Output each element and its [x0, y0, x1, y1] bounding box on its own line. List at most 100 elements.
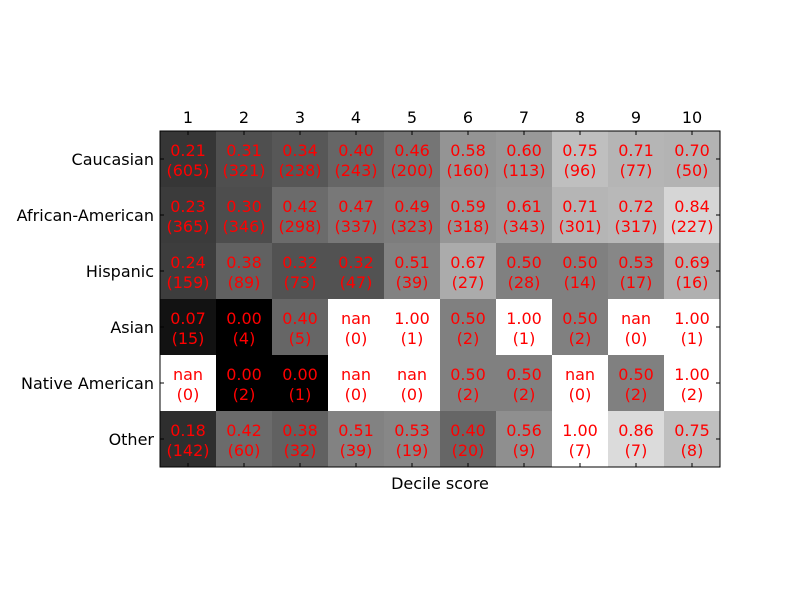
- heatmap-cell: [272, 243, 328, 299]
- heatmap-cell: [160, 187, 216, 243]
- cell-count-label: (365): [166, 217, 209, 236]
- cell-count-label: (0): [569, 385, 592, 404]
- x-tick-label: 7: [519, 108, 529, 127]
- cell-count-label: (9): [513, 441, 536, 460]
- heatmap-cell: [216, 299, 272, 355]
- heatmap-cell: [216, 187, 272, 243]
- heatmap-cell: [440, 131, 496, 187]
- cell-value-label: 0.40: [282, 309, 318, 328]
- cell-count-label: (89): [228, 273, 261, 292]
- heatmap-cell: [664, 299, 720, 355]
- cell-value-label: 0.86: [618, 421, 654, 440]
- heatmap-cell: [216, 411, 272, 467]
- heatmap-cell: [384, 131, 440, 187]
- cell-count-label: (17): [620, 273, 653, 292]
- cell-count-label: (343): [502, 217, 545, 236]
- x-tick-label: 8: [575, 108, 585, 127]
- x-tick-label: 10: [682, 108, 702, 127]
- cell-count-label: (27): [452, 273, 485, 292]
- cell-count-label: (1): [513, 329, 536, 348]
- cell-value-label: nan: [341, 365, 371, 384]
- cell-value-label: 0.24: [170, 253, 206, 272]
- cell-count-label: (1): [681, 329, 704, 348]
- heatmap-cell: [552, 131, 608, 187]
- cell-value-label: 0.56: [506, 421, 542, 440]
- cell-value-label: 0.42: [282, 197, 318, 216]
- x-tick-label: 4: [351, 108, 361, 127]
- heatmap-cell: [328, 187, 384, 243]
- x-tick-label: 5: [407, 108, 417, 127]
- heatmap-cell: [440, 299, 496, 355]
- heatmap-cell: [440, 243, 496, 299]
- heatmap-cell: [664, 131, 720, 187]
- cell-value-label: 0.38: [282, 421, 318, 440]
- heatmap-cell: [496, 187, 552, 243]
- cell-value-label: 0.50: [618, 365, 654, 384]
- cell-value-label: 0.34: [282, 141, 318, 160]
- heatmap-cell: [664, 243, 720, 299]
- cell-value-label: 0.42: [226, 421, 262, 440]
- cell-count-label: (96): [564, 161, 597, 180]
- cell-value-label: 0.47: [338, 197, 374, 216]
- cell-count-label: (50): [676, 161, 709, 180]
- heatmap-cell: [496, 243, 552, 299]
- cell-value-label: 0.71: [562, 197, 598, 216]
- cell-count-label: (238): [278, 161, 321, 180]
- heatmap-cell: [552, 411, 608, 467]
- cell-count-label: (4): [233, 329, 256, 348]
- cell-value-label: 0.40: [338, 141, 374, 160]
- cell-value-label: 0.49: [394, 197, 430, 216]
- heatmap-cell: [328, 355, 384, 411]
- cell-value-label: 0.00: [282, 365, 318, 384]
- heatmap-cell: [664, 187, 720, 243]
- cell-value-label: 0.53: [394, 421, 430, 440]
- heatmap-cell: [160, 299, 216, 355]
- heatmap-cells: [160, 131, 720, 467]
- cell-value-label: nan: [341, 309, 371, 328]
- cell-value-label: 1.00: [674, 365, 710, 384]
- cell-count-label: (60): [228, 441, 261, 460]
- cell-count-label: (15): [172, 329, 205, 348]
- cell-count-label: (321): [222, 161, 265, 180]
- cell-value-label: 0.31: [226, 141, 262, 160]
- x-tick-label: 2: [239, 108, 249, 127]
- heatmap-cell: [496, 299, 552, 355]
- cell-count-label: (7): [625, 441, 648, 460]
- cell-count-label: (39): [396, 273, 429, 292]
- cell-count-label: (2): [625, 385, 648, 404]
- heatmap-cell: [216, 131, 272, 187]
- cell-value-label: 0.51: [394, 253, 430, 272]
- cell-value-label: 1.00: [674, 309, 710, 328]
- cell-value-label: 0.50: [506, 365, 542, 384]
- x-tick-label: 9: [631, 108, 641, 127]
- heatmap-cell: [608, 299, 664, 355]
- heatmap-cell: [552, 355, 608, 411]
- cell-value-label: nan: [173, 365, 203, 384]
- heatmap-cell: [160, 243, 216, 299]
- heatmap-cell: [160, 355, 216, 411]
- cell-value-label: 0.61: [506, 197, 542, 216]
- heatmap-cell: [272, 187, 328, 243]
- cell-count-label: (8): [681, 441, 704, 460]
- heatmap-cell: [272, 131, 328, 187]
- cell-value-label: 0.50: [506, 253, 542, 272]
- cell-count-label: (2): [681, 385, 704, 404]
- heatmap-cell: [552, 187, 608, 243]
- heatmap-cell: [328, 243, 384, 299]
- cell-value-label: 0.50: [562, 253, 598, 272]
- cell-count-label: (2): [569, 329, 592, 348]
- cell-value-label: 0.32: [338, 253, 374, 272]
- cell-value-label: 0.72: [618, 197, 654, 216]
- plot-frame: [159, 130, 721, 468]
- y-tick-label: Hispanic: [86, 262, 154, 281]
- cell-count-label: (160): [446, 161, 489, 180]
- heatmap-cell: [440, 355, 496, 411]
- cell-value-label: 0.70: [674, 141, 710, 160]
- cell-count-label: (2): [457, 385, 480, 404]
- cell-value-label: 0.18: [170, 421, 206, 440]
- cell-count-label: (1): [289, 385, 312, 404]
- cell-count-label: (142): [166, 441, 209, 460]
- heatmap-cell: [664, 355, 720, 411]
- cell-value-label: 0.00: [226, 309, 262, 328]
